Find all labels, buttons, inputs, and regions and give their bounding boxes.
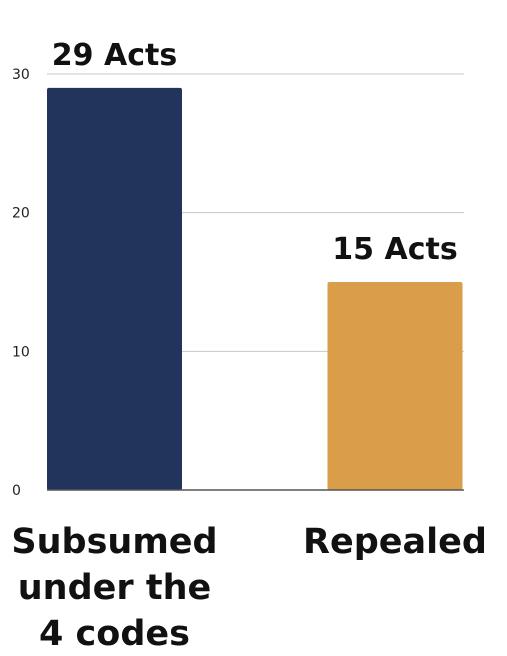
y-tick-label: 20 — [12, 206, 30, 222]
data-label: 15 Acts — [332, 232, 457, 267]
y-tick-label: 10 — [12, 344, 30, 360]
y-axis-ticks: 0 10 20 30 — [12, 67, 30, 499]
category-label: under the — [18, 568, 211, 608]
category-labels: Subsumed under the 4 codes Repealed — [11, 522, 487, 654]
data-labels: 29 Acts 15 Acts — [52, 38, 458, 267]
bars — [47, 87, 463, 490]
y-tick-label: 30 — [12, 67, 30, 83]
category-label: 4 codes — [39, 614, 190, 654]
category-label: Subsumed — [11, 522, 217, 562]
data-label: 29 Acts — [52, 38, 177, 73]
category-label: Repealed — [303, 522, 487, 562]
bar — [327, 282, 463, 490]
y-tick-label: 0 — [12, 483, 21, 499]
bar — [47, 87, 182, 490]
